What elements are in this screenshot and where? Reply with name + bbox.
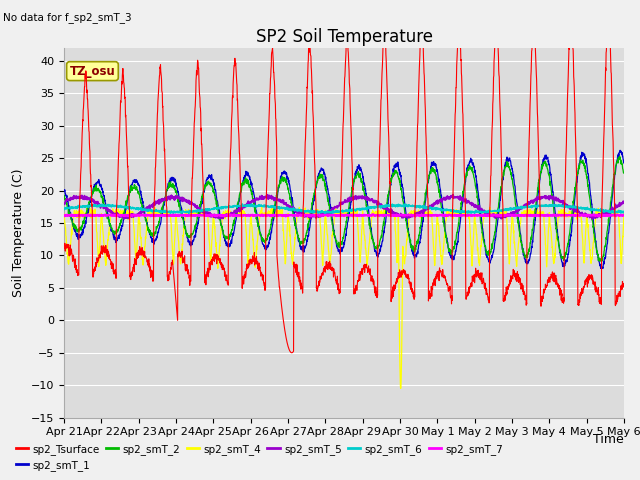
Text: TZ_osu: TZ_osu xyxy=(70,65,115,78)
Y-axis label: Soil Temperature (C): Soil Temperature (C) xyxy=(12,168,26,297)
Legend: sp2_Tsurface, sp2_smT_1, sp2_smT_2, sp2_smT_4, sp2_smT_5, sp2_smT_6, sp2_smT_7: sp2_Tsurface, sp2_smT_1, sp2_smT_2, sp2_… xyxy=(12,439,507,475)
Text: No data for f_sp2_smT_3: No data for f_sp2_smT_3 xyxy=(3,12,132,23)
Title: SP2 Soil Temperature: SP2 Soil Temperature xyxy=(255,28,433,47)
Text: Time: Time xyxy=(593,433,624,446)
